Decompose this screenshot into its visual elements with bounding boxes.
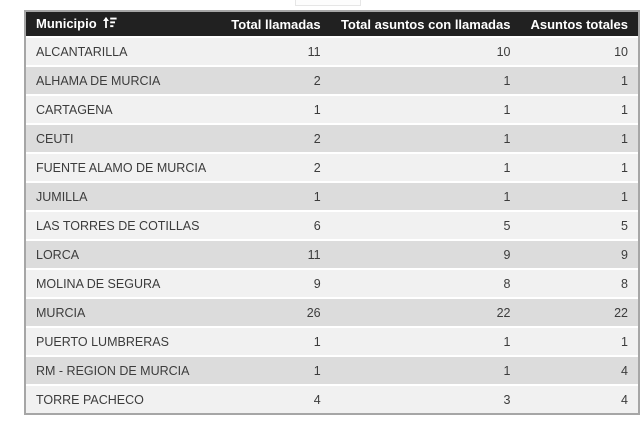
cell-asuntos-totales: 1: [520, 125, 638, 154]
table-row: PUERTO LUMBRERAS 1 1 1: [26, 328, 638, 357]
sort-ascending-icon[interactable]: [102, 16, 117, 32]
cell-total-asuntos-con-llamadas: 9: [330, 241, 521, 270]
cell-total-llamadas: 2: [221, 125, 331, 154]
cell-total-llamadas: 1: [221, 183, 331, 212]
cell-total-llamadas: 2: [221, 154, 331, 183]
cell-municipio: MURCIA: [26, 299, 222, 328]
cell-asuntos-totales: 8: [520, 270, 638, 299]
cell-total-llamadas: 6: [221, 212, 331, 241]
table-row: ALCANTARILLA 11 10 10: [26, 38, 638, 67]
cell-asuntos-totales: 4: [520, 386, 638, 413]
cell-total-llamadas: 1: [221, 328, 331, 357]
table-row: LAS TORRES DE COTILLAS 6 5 5: [26, 212, 638, 241]
cell-asuntos-totales: 9: [520, 241, 638, 270]
cell-municipio: TORRE PACHECO: [26, 386, 222, 413]
cell-asuntos-totales: 4: [520, 357, 638, 386]
cell-total-llamadas: 11: [221, 241, 331, 270]
table-row: MOLINA DE SEGURA 9 8 8: [26, 270, 638, 299]
cell-municipio: FUENTE ALAMO DE MURCIA: [26, 154, 222, 183]
column-header-total-llamadas[interactable]: Total llamadas: [221, 12, 331, 38]
cell-total-asuntos-con-llamadas: 1: [330, 183, 521, 212]
table-header-row: Municipio Total llamadas Total asuntos c…: [26, 12, 638, 38]
cell-total-asuntos-con-llamadas: 10: [330, 38, 521, 67]
cell-asuntos-totales: 1: [520, 96, 638, 125]
column-header-municipio-label: Municipio: [36, 16, 97, 31]
table-row: FUENTE ALAMO DE MURCIA 2 1 1: [26, 154, 638, 183]
table-row: RM - REGION DE MURCIA 1 1 4: [26, 357, 638, 386]
cell-asuntos-totales: 1: [520, 154, 638, 183]
cell-asuntos-totales: 5: [520, 212, 638, 241]
municipios-table: Municipio Total llamadas Total asuntos c…: [24, 10, 640, 415]
cell-municipio: LORCA: [26, 241, 222, 270]
cell-municipio: CARTAGENA: [26, 96, 222, 125]
table-row: JUMILLA 1 1 1: [26, 183, 638, 212]
cell-municipio: ALCANTARILLA: [26, 38, 222, 67]
cell-total-asuntos-con-llamadas: 1: [330, 328, 521, 357]
cell-total-llamadas: 26: [221, 299, 331, 328]
cell-asuntos-totales: 1: [520, 183, 638, 212]
cell-total-asuntos-con-llamadas: 3: [330, 386, 521, 413]
cell-asuntos-totales: 1: [520, 328, 638, 357]
cell-total-llamadas: 1: [221, 357, 331, 386]
cell-municipio: RM - REGION DE MURCIA: [26, 357, 222, 386]
cell-municipio: PUERTO LUMBRERAS: [26, 328, 222, 357]
cell-total-asuntos-con-llamadas: 1: [330, 357, 521, 386]
cell-municipio: CEUTI: [26, 125, 222, 154]
cell-total-asuntos-con-llamadas: 5: [330, 212, 521, 241]
cell-total-asuntos-con-llamadas: 1: [330, 96, 521, 125]
table-body: ALCANTARILLA 11 10 10 ALHAMA DE MURCIA 2…: [26, 38, 638, 413]
municipios-table-container: Municipio Total llamadas Total asuntos c…: [24, 10, 640, 415]
cell-municipio: MOLINA DE SEGURA: [26, 270, 222, 299]
cell-total-llamadas: 9: [221, 270, 331, 299]
cell-asuntos-totales: 1: [520, 67, 638, 96]
cell-municipio: ALHAMA DE MURCIA: [26, 67, 222, 96]
table-row: TORRE PACHECO 4 3 4: [26, 386, 638, 413]
cell-total-asuntos-con-llamadas: 1: [330, 154, 521, 183]
cell-municipio: LAS TORRES DE COTILLAS: [26, 212, 222, 241]
cell-asuntos-totales: 10: [520, 38, 638, 67]
table-row: CARTAGENA 1 1 1: [26, 96, 638, 125]
cell-asuntos-totales: 22: [520, 299, 638, 328]
cell-municipio: JUMILLA: [26, 183, 222, 212]
cell-total-asuntos-con-llamadas: 1: [330, 67, 521, 96]
column-header-asuntos-totales[interactable]: Asuntos totales: [520, 12, 638, 38]
column-header-municipio[interactable]: Municipio: [26, 12, 222, 38]
cell-total-asuntos-con-llamadas: 8: [330, 270, 521, 299]
table-row: MURCIA 26 22 22: [26, 299, 638, 328]
cell-total-asuntos-con-llamadas: 1: [330, 125, 521, 154]
cell-total-llamadas: 2: [221, 67, 331, 96]
column-header-total-asuntos-con-llamadas[interactable]: Total asuntos con llamadas: [330, 12, 521, 38]
cropped-element-fragment: [295, 0, 361, 6]
table-row: ALHAMA DE MURCIA 2 1 1: [26, 67, 638, 96]
table-row: CEUTI 2 1 1: [26, 125, 638, 154]
cell-total-llamadas: 4: [221, 386, 331, 413]
cell-total-llamadas: 11: [221, 38, 331, 67]
cell-total-asuntos-con-llamadas: 22: [330, 299, 521, 328]
cell-total-llamadas: 1: [221, 96, 331, 125]
table-row: LORCA 11 9 9: [26, 241, 638, 270]
